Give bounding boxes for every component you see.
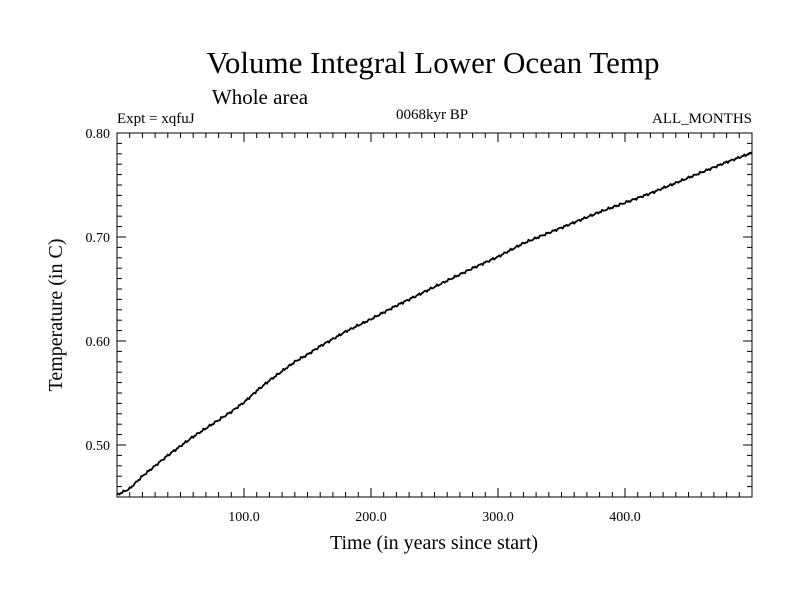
x-tick-label: 300.0	[482, 510, 514, 525]
months-label: ALL_MONTHS	[652, 111, 752, 127]
x-tick-label: 200.0	[355, 510, 387, 525]
y-axis-label: Temperature (in C)	[45, 239, 67, 392]
chart-subtitle: Whole area	[212, 85, 309, 109]
y-tick-label: 0.70	[86, 231, 111, 246]
y-tick-label: 0.80	[86, 127, 111, 142]
chart-title: Volume Integral Lower Ocean Temp	[207, 45, 660, 80]
plot-frame	[116, 132, 753, 498]
x-tick-label: 100.0	[228, 510, 260, 525]
period-label: 0068kyr BP	[396, 107, 468, 123]
axis-ticks	[117, 133, 752, 497]
y-tick-label: 0.50	[86, 439, 111, 454]
temperature-series-line	[116, 151, 753, 496]
experiment-label: Expt = xqfuJ	[117, 111, 195, 127]
x-axis-label: Time (in years since start)	[330, 532, 538, 554]
x-tick-label: 400.0	[609, 510, 641, 525]
y-tick-labels: 0.50 0.60 0.70 0.80	[86, 127, 111, 454]
y-tick-label: 0.60	[86, 335, 111, 350]
x-tick-labels: 100.0 200.0 300.0 400.0	[228, 510, 641, 525]
